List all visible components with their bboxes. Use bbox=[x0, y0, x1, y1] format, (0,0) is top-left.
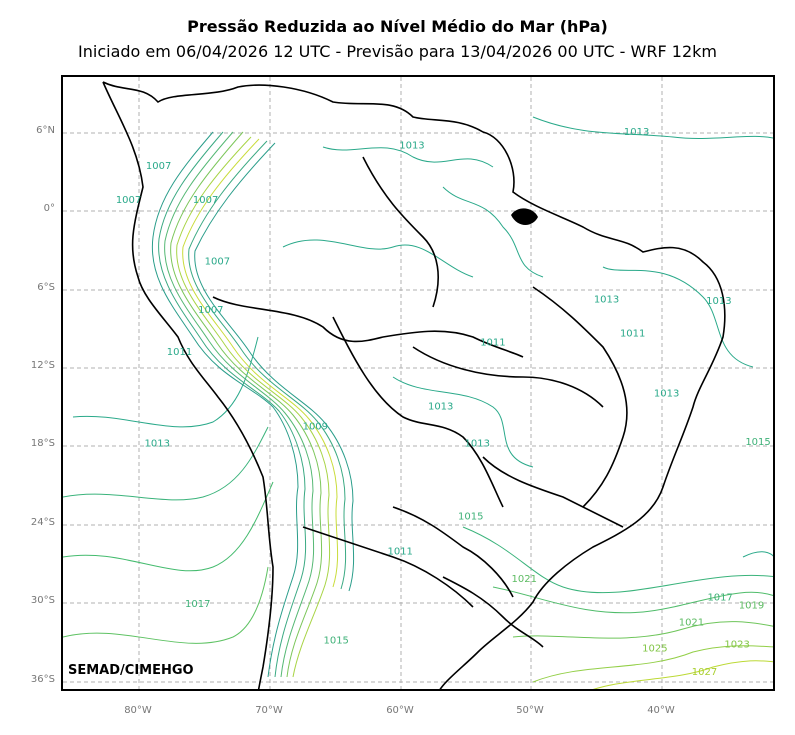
lat-label-6n: 6°N bbox=[36, 125, 55, 136]
isobar-line bbox=[188, 140, 347, 590]
isobar-line bbox=[72, 336, 259, 428]
lat-label-36s: 36°S bbox=[30, 674, 55, 685]
state-borders bbox=[412, 346, 604, 408]
lat-label-24s: 24°S bbox=[30, 517, 55, 528]
contour-label: 1025 bbox=[642, 643, 667, 654]
contour-label: 1023 bbox=[724, 640, 749, 651]
isobar-line bbox=[63, 566, 269, 644]
lat-label-18s: 18°S bbox=[30, 438, 55, 449]
isobar-lines bbox=[63, 116, 773, 689]
state-borders bbox=[532, 286, 628, 508]
credit-label: SEMAD/CIMEHGO bbox=[68, 663, 194, 678]
lat-label-6s: 6°S bbox=[37, 282, 55, 293]
lat-label-0: 0° bbox=[43, 203, 55, 214]
map-title: Pressão Reduzida ao Nível Médio do Mar (… bbox=[187, 17, 608, 36]
isobar-line bbox=[592, 660, 773, 689]
isobar-line bbox=[602, 266, 754, 368]
contour-label: 1015 bbox=[323, 636, 348, 647]
contour-label: 1027 bbox=[692, 667, 717, 678]
isobar-line bbox=[63, 481, 274, 572]
borders bbox=[102, 81, 726, 689]
contour-label: 1017 bbox=[185, 599, 210, 610]
contour-label: 1013 bbox=[706, 296, 731, 307]
lat-label-12s: 12°S bbox=[30, 360, 55, 371]
isobar-line bbox=[63, 426, 269, 501]
contour-label: 1007 bbox=[116, 195, 141, 206]
coastline-east bbox=[102, 81, 726, 689]
contour-label: 1007 bbox=[198, 305, 223, 316]
isobar-line bbox=[462, 526, 773, 594]
isobar-line bbox=[176, 136, 331, 678]
lon-label-40w: 40°W bbox=[647, 705, 675, 716]
border-argentina bbox=[302, 526, 474, 608]
contour-label: 1021 bbox=[679, 617, 704, 628]
contour-label: 1007 bbox=[205, 257, 230, 268]
contour-label: 1017 bbox=[707, 592, 732, 603]
isobar-line bbox=[282, 239, 474, 278]
lon-label-50w: 50°W bbox=[516, 705, 544, 716]
lat-label-30s: 30°S bbox=[30, 595, 55, 606]
isobar-line bbox=[742, 551, 773, 558]
marajo-island bbox=[511, 208, 538, 225]
isobar-line bbox=[442, 186, 544, 278]
isobar-line bbox=[532, 116, 773, 139]
isobar-line bbox=[194, 142, 355, 592]
isobar-line bbox=[164, 131, 315, 678]
border-uruguay bbox=[442, 576, 544, 648]
contour-label: 1013 bbox=[399, 140, 424, 151]
contour-label: 1015 bbox=[458, 511, 483, 522]
contour-label: 1011 bbox=[620, 328, 645, 339]
state-borders bbox=[482, 456, 624, 528]
contour-label: 1011 bbox=[387, 547, 412, 558]
contour-label: 1015 bbox=[745, 437, 770, 448]
lon-label-60w: 60°W bbox=[386, 705, 414, 716]
contour-label: 1013 bbox=[594, 294, 619, 305]
contour-label: 1013 bbox=[654, 389, 679, 400]
border-venezuela-brazil bbox=[362, 156, 439, 308]
contour-label: 1011 bbox=[480, 338, 505, 349]
isobar-line bbox=[158, 131, 307, 678]
lon-label-80w: 80°W bbox=[124, 705, 152, 716]
contour-label: 1009 bbox=[303, 421, 328, 432]
pressure-map: 1013 1013 1007 1007 1007 1007 1007 1011 1011 1013… bbox=[63, 77, 773, 689]
isobar-line bbox=[322, 146, 494, 168]
coastline-west bbox=[102, 81, 274, 689]
isobar-line bbox=[170, 131, 323, 678]
isobar-line bbox=[151, 131, 299, 678]
contour-label: 1021 bbox=[512, 574, 537, 585]
contour-label: 1011 bbox=[167, 347, 192, 358]
border-bolivia bbox=[332, 316, 504, 508]
isobar-line bbox=[532, 645, 773, 683]
border-peru-brazil bbox=[212, 296, 524, 358]
map-frame: 1013 1013 1007 1007 1007 1007 1007 1011 1011 1013… bbox=[61, 75, 775, 691]
contour-label: 1013 bbox=[465, 438, 490, 449]
contour-label: 1019 bbox=[739, 600, 764, 611]
contour-label: 1013 bbox=[624, 127, 649, 138]
contour-label: 1013 bbox=[428, 402, 453, 413]
border-paraguay bbox=[392, 506, 514, 598]
lon-label-70w: 70°W bbox=[255, 705, 283, 716]
contour-label: 1013 bbox=[145, 438, 170, 449]
isobar-line bbox=[392, 376, 534, 468]
contour-label: 1007 bbox=[193, 195, 218, 206]
contour-label: 1007 bbox=[146, 161, 171, 172]
map-subtitle: Iniciado em 06/04/2026 12 UTC - Previsão… bbox=[78, 42, 717, 61]
isobar-line bbox=[182, 138, 339, 588]
isobar-line bbox=[512, 621, 773, 639]
contour-labels: 1013 1013 1007 1007 1007 1007 1007 1011 1011 1013… bbox=[116, 127, 771, 678]
